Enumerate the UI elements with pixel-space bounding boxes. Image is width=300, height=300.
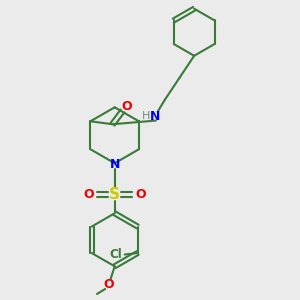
- Text: S: S: [109, 187, 120, 202]
- Text: Cl: Cl: [110, 248, 122, 261]
- Text: N: N: [149, 110, 160, 123]
- Text: O: O: [103, 278, 113, 291]
- Text: O: O: [84, 188, 94, 201]
- Text: O: O: [135, 188, 146, 201]
- Text: N: N: [110, 158, 120, 171]
- Text: O: O: [121, 100, 132, 113]
- Text: H: H: [142, 111, 150, 121]
